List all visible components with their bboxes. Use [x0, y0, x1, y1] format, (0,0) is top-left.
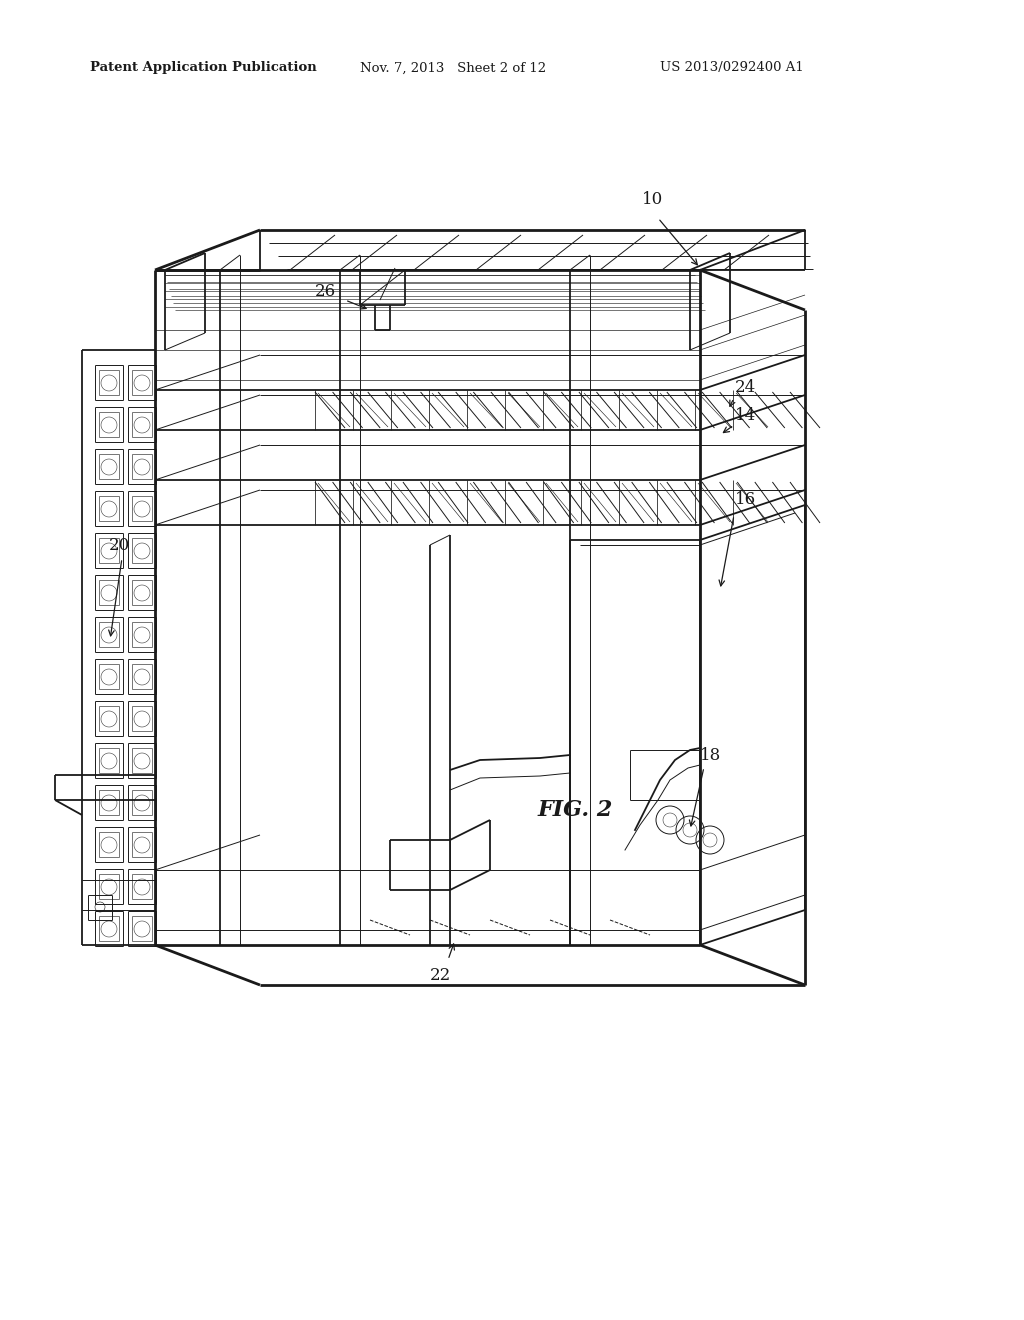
Text: 20: 20	[109, 536, 130, 553]
Text: 16: 16	[735, 491, 756, 508]
Text: 18: 18	[700, 747, 721, 763]
Text: 22: 22	[429, 966, 451, 983]
Text: 14: 14	[735, 407, 757, 424]
Text: 26: 26	[314, 284, 336, 301]
Text: Patent Application Publication: Patent Application Publication	[90, 62, 316, 74]
Text: FIG. 2: FIG. 2	[538, 799, 612, 821]
Text: 24: 24	[735, 380, 757, 396]
Text: 10: 10	[642, 191, 664, 209]
Text: US 2013/0292400 A1: US 2013/0292400 A1	[660, 62, 804, 74]
Text: Nov. 7, 2013   Sheet 2 of 12: Nov. 7, 2013 Sheet 2 of 12	[360, 62, 546, 74]
